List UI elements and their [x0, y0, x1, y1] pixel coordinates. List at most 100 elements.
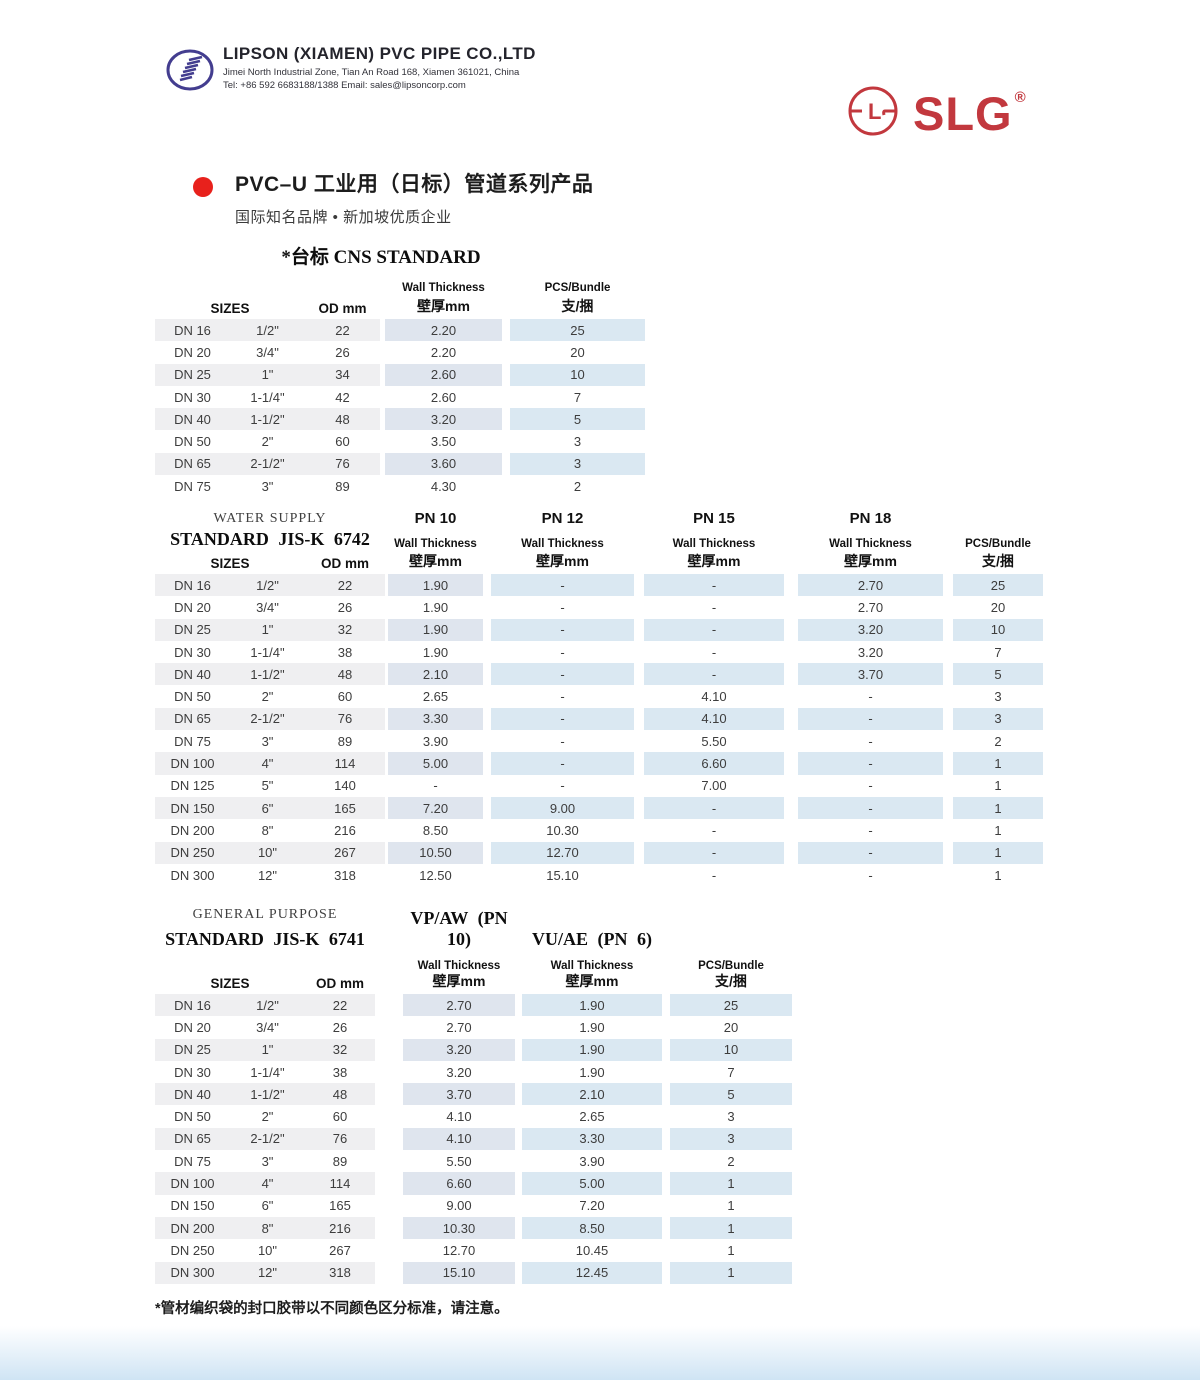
cell-t3-dn: DN 65 [155, 1127, 230, 1151]
cell-t2-pn12: - [491, 574, 634, 597]
table-cns-body: DN 16 1/2" 22 2.20 25 DN 20 3/4" 26 2.20 20 DN 25 1… [155, 319, 645, 497]
cell-t2-od: 60 [337, 689, 353, 705]
cell-t1-pcs: 3 [573, 434, 582, 450]
cell-t3-od: 114 [305, 1172, 375, 1195]
cell-t2-inch: 4" [230, 752, 305, 775]
footnote: *管材编织袋的封口胶带以不同颜色区分标准，请注意。 [155, 1301, 509, 1317]
cell-t2-od: 140 [334, 778, 356, 794]
cell-t2-dn: DN 25 [155, 618, 230, 641]
pn15-header: PN 15 [693, 510, 735, 527]
cell-t3-dn: DN 25 [155, 1038, 230, 1061]
cell-t3-vp: 2.70 [403, 994, 515, 1017]
cell-t2-od: 38 [337, 644, 353, 660]
sizes-header: SIZES [210, 556, 250, 571]
cell-t2-od: 114 [305, 752, 385, 775]
cell-t3-vp: 3.20 [446, 1064, 472, 1080]
cell-t2-od: 26 [337, 599, 353, 615]
cell-t2-dn: DN 30 [174, 644, 211, 660]
cell-t3-dn: DN 200 [155, 1216, 230, 1240]
cell-t2-pcs: 3 [953, 707, 1043, 731]
cell-t1-wall: 3.20 [385, 408, 502, 431]
slg-logo-icon: L [845, 83, 901, 144]
cell-t1-wall: 3.50 [430, 434, 457, 450]
table-general-header-row-3: Wall Thickness Wall Thickness PCS/Bundle [155, 950, 792, 972]
water-supply-label: WATER SUPPLY [213, 511, 327, 526]
cell-t2-inch: 3" [261, 733, 274, 749]
cell-t1-inch: 2-1/2" [230, 452, 305, 476]
table-row: DN 16 1/2" 22 1.90- -2.70 25 [155, 574, 1043, 597]
cell-t1-dn: DN 30 [174, 389, 211, 405]
cell-t2-pn12: - [491, 618, 634, 641]
cell-t2-pn18: 3.20 [798, 618, 943, 641]
cell-t3-od: 38 [332, 1064, 348, 1080]
cell-t2-pn12: - [560, 733, 565, 749]
cell-t2-pcs: 25 [953, 574, 1043, 597]
cell-t3-inch: 10" [257, 1242, 278, 1258]
cell-t3-pcs: 1 [727, 1198, 735, 1214]
cell-t3-pcs: 1 [727, 1242, 735, 1258]
cell-t1-od: 89 [335, 478, 350, 494]
cell-t2-od: 216 [334, 822, 356, 838]
cell-t2-inch: 1/2" [230, 574, 305, 597]
cell-t3-od: 26 [332, 1019, 348, 1035]
cell-t3-inch: 12" [230, 1261, 305, 1284]
cell-t3-od: 318 [305, 1261, 375, 1284]
cell-t2-inch: 6" [230, 796, 305, 820]
wall-thickness-header: Wall Thickness [672, 538, 756, 550]
cell-t3-dn: DN 150 [170, 1198, 215, 1214]
cell-t3-inch: 2" [261, 1109, 274, 1125]
cell-t2-pn12: 12.70 [491, 841, 634, 864]
cell-t2-pn10: 1.90 [388, 618, 483, 641]
cell-t3-pcs: 3 [670, 1127, 792, 1151]
cell-t2-pn10: - [433, 778, 438, 794]
table-cns-standard: *台标 CNS STANDARD Wall Thickness PCS/Bund… [155, 242, 645, 497]
cell-t1-od: 76 [305, 452, 380, 476]
cell-t2-pn18: 2.70 [798, 574, 943, 597]
cell-t2-pn10: 5.00 [388, 752, 483, 775]
cell-t3-vu: 7.20 [579, 1198, 605, 1214]
cell-t3-vu: 1.90 [522, 994, 662, 1017]
pn12-header: PN 12 [541, 510, 584, 527]
cell-t2-dn: DN 65 [155, 707, 230, 731]
table-row: DN 30 1-1/4" 38 1.90 - - 3.20 7 [155, 641, 1043, 663]
table-general-body: DN 16 1/2" 22 2.70 1.90 25 DN 20 3/4" 26 2.70 1.90… [155, 994, 792, 1284]
cell-t3-inch: 1-1/2" [230, 1083, 305, 1106]
cell-t1-pcs: 10 [510, 363, 645, 386]
cell-t3-dn: DN 300 [155, 1261, 230, 1284]
cell-t2-pcs: 1 [994, 778, 1002, 794]
slg-brand-text: SLG [913, 87, 1013, 140]
cell-t1-inch: 1" [230, 363, 305, 386]
cell-t2-inch: 8" [261, 822, 274, 838]
table-row: DN 75 3" 89 3.90 - 5.50 - 2 [155, 730, 1043, 752]
cell-t2-pn12: - [491, 707, 634, 731]
cell-t1-dn: DN 16 [155, 319, 230, 342]
cell-t2-pn10: 1.90 [388, 574, 483, 597]
cell-t2-dn: DN 40 [155, 663, 230, 686]
cell-t3-pcs: 5 [670, 1083, 792, 1106]
cell-t3-pcs: 1 [670, 1216, 792, 1240]
cell-t2-dn: DN 100 [155, 752, 230, 775]
cell-t3-vp: 2.70 [446, 1019, 472, 1035]
general-purpose-label: GENERAL PURPOSE [192, 907, 338, 922]
cell-t2-od: 165 [305, 796, 385, 820]
cell-t2-pn10: 8.50 [422, 822, 449, 838]
table-row: DN 100 4" 114 6.60 5.00 1 [155, 1172, 792, 1195]
product-subtitle: 国际知名品牌 • 新加坡优质企业 [235, 209, 452, 226]
cell-t2-pn10: 10.50 [388, 841, 483, 864]
cell-t3-vu: 1.90 [522, 1038, 662, 1061]
cell-t2-dn: DN 125 [170, 778, 215, 794]
table-row: DN 125 5" 140 - - 7.00 - 1 [155, 775, 1043, 797]
table-row: DN 20 3/4" 26 1.90 - - 2.70 20 [155, 596, 1043, 618]
cell-t2-pn12: - [560, 689, 565, 705]
cell-t2-pn15: - [711, 644, 717, 660]
table-row: DN 200 8" 216 8.50 10.30 - - 1 [155, 819, 1043, 841]
cell-t2-pn10: 12.50 [419, 867, 452, 883]
cell-t3-inch: 4" [230, 1172, 305, 1195]
cell-t3-dn: DN 50 [174, 1109, 211, 1125]
cell-t3-inch: 1-1/4" [250, 1064, 285, 1080]
table-row: DN 75 3" 89 5.50 3.90 2 [155, 1150, 792, 1172]
sizes-header: SIZES [210, 301, 250, 316]
table-row: DN 16 1/2" 22 2.70 1.90 25 [155, 994, 792, 1017]
company-header: LIPSON (XIAMEN) PVC PIPE CO.,LTD Jimei N… [166, 44, 536, 99]
